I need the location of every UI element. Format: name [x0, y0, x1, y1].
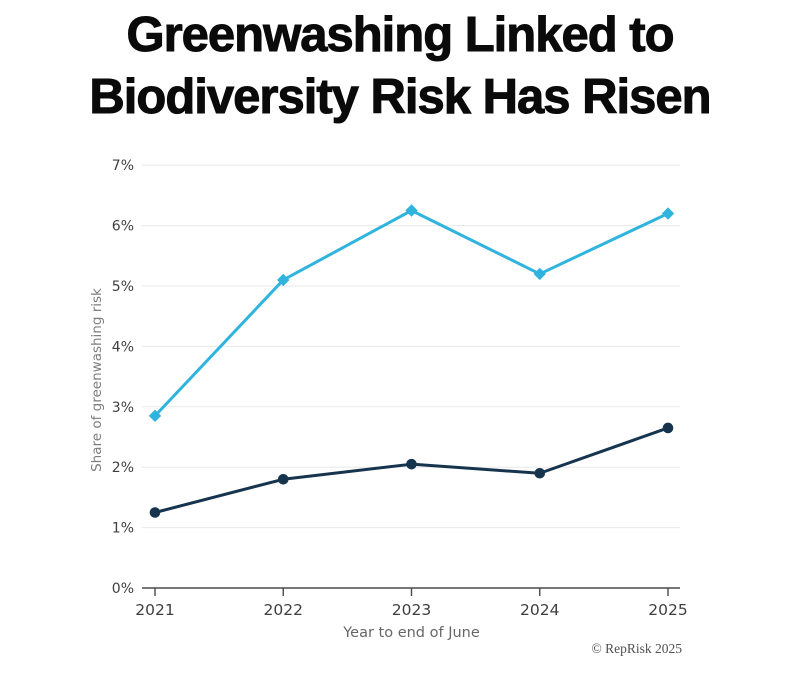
- data-point-diamond-light-blue: [277, 273, 290, 287]
- x-tick-label: 2021: [135, 601, 174, 619]
- chart-title-line-1: Greenwashing Linked to: [126, 8, 675, 63]
- x-tick-label: 2022: [264, 601, 303, 619]
- series-line-dark-navy: [153, 426, 670, 514]
- data-point-circle-dark-navy: [149, 507, 161, 518]
- y-tick-label: 1%: [112, 521, 134, 537]
- y-tick-label: 7%: [112, 158, 134, 174]
- data-point-diamond-light-blue: [533, 267, 546, 281]
- line-chart: 0% 1% 2% 3% 4% 5% 6% 7% 2021 2022 2023 2024 2025 Year…: [89, 158, 688, 641]
- data-point-diamond-light-blue: [661, 207, 675, 220]
- data-point-circle-dark-navy: [534, 467, 546, 479]
- copyright-credit: © RepRisk 2025: [591, 641, 682, 656]
- chart-title-line-2: Biodiversity Risk Has Risen: [89, 70, 712, 125]
- data-point-circle-dark-navy: [662, 422, 674, 434]
- x-tick-label: 2023: [392, 601, 431, 619]
- x-tick-label: 2024: [520, 601, 559, 619]
- y-tick-label: 4%: [112, 339, 134, 355]
- series-line-light-blue: [153, 209, 670, 418]
- y-tick-label: 6%: [112, 219, 134, 235]
- data-point-diamond-light-blue: [405, 204, 418, 217]
- y-tick-label: 3%: [112, 400, 134, 416]
- chart-title: Greenwashing Linked to Biodiversity Risk…: [0, 4, 800, 128]
- x-tick-label: 2025: [648, 601, 687, 619]
- data-point-circle-dark-navy: [277, 473, 289, 485]
- x-axis-title: Year to end of June: [342, 625, 480, 641]
- y-tick-label: 0%: [112, 581, 134, 597]
- data-point-diamond-light-blue: [148, 409, 162, 423]
- y-axis-title: Share of greenwashing risk: [89, 288, 105, 472]
- y-tick-label: 2%: [112, 460, 134, 476]
- y-tick-label: 5%: [112, 279, 134, 295]
- data-point-circle-dark-navy: [406, 458, 417, 470]
